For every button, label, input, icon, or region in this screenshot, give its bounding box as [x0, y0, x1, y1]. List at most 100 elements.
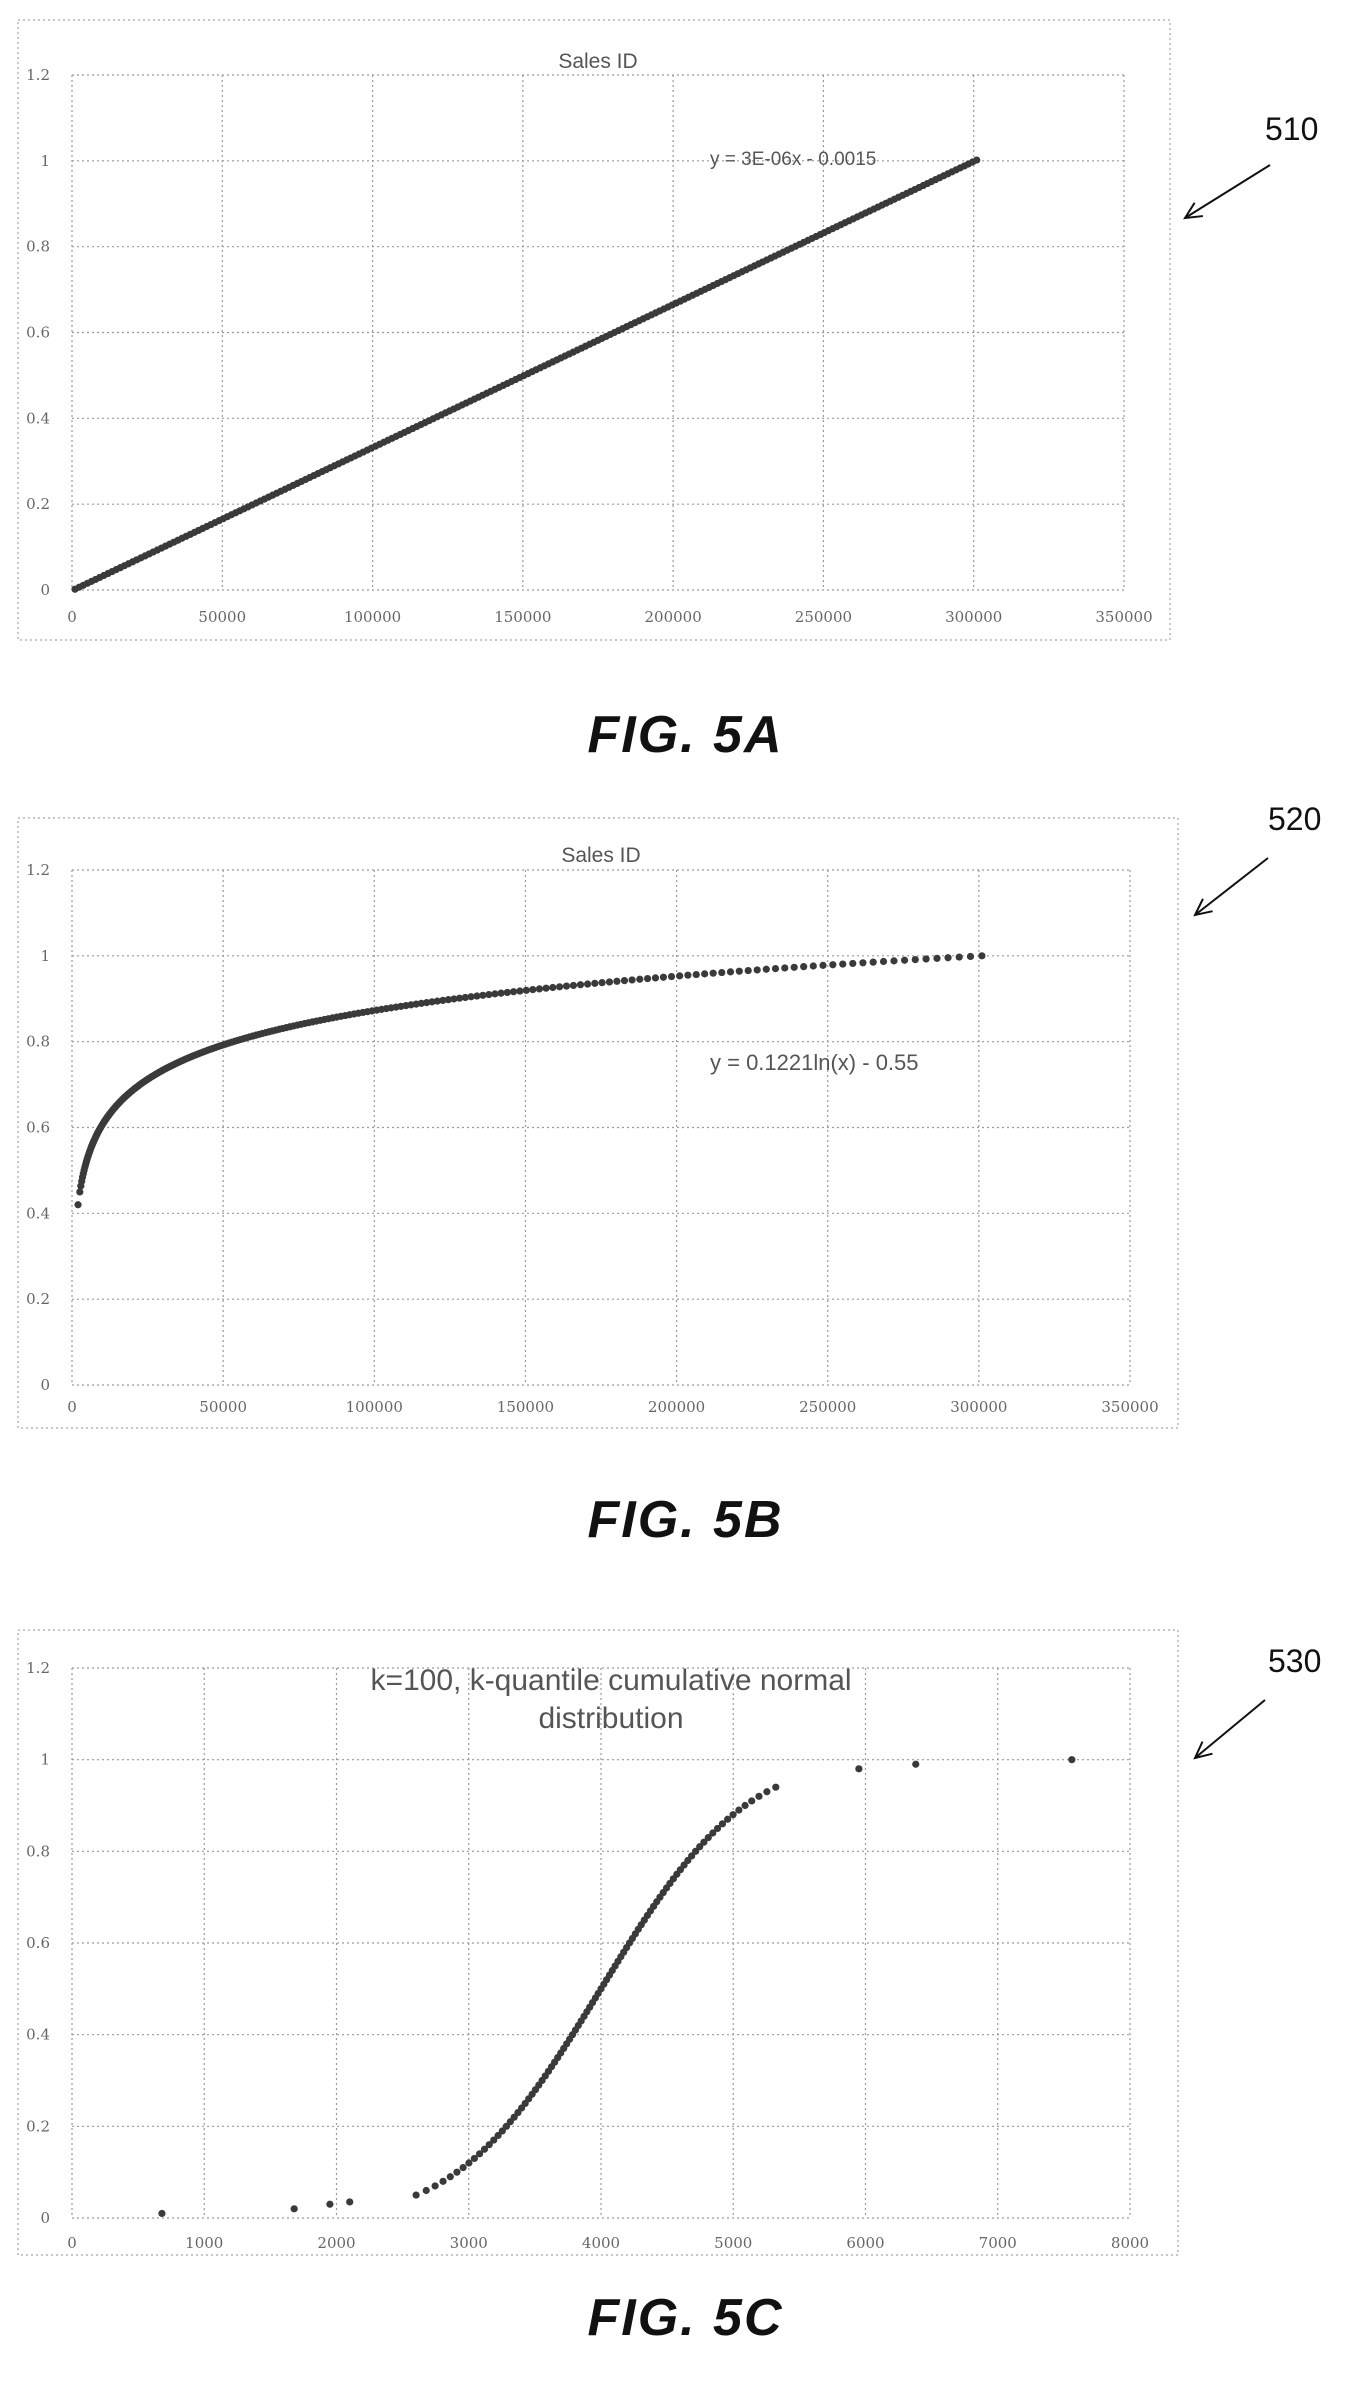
y-tick-label: 0.6: [26, 1934, 50, 1952]
data-point: [800, 963, 808, 971]
chart-frame: [17, 19, 1171, 641]
data-point: [479, 991, 487, 999]
data-point: [446, 2173, 454, 2181]
data-point: [74, 1201, 82, 1209]
data-point: [562, 982, 571, 990]
data-point: [651, 974, 660, 982]
y-tick-label: 0.2: [26, 495, 50, 513]
data-point: [326, 2200, 334, 2208]
reference-numeral: 530: [1268, 1643, 1321, 1679]
x-tick-label: 2000: [317, 2234, 355, 2252]
data-point: [490, 2136, 498, 2144]
data-point: [569, 981, 578, 990]
data-point: [922, 955, 930, 963]
chart-title: Sales ID: [558, 50, 637, 73]
data-point: [718, 1820, 727, 1828]
data-point: [741, 1801, 749, 1810]
y-tick-label: 1: [40, 152, 50, 170]
reference-numeral: 510: [1265, 111, 1318, 147]
data-point: [735, 1806, 743, 1814]
data-point: [412, 2191, 420, 2199]
data-point: [978, 952, 986, 960]
chart-frame: [17, 817, 1179, 1429]
x-tick-label: 300000: [945, 608, 1002, 626]
chart-520: 0 0.2 0.4 0.6 0.8 1 1.2 0 50000 100000 150000 20000…: [17, 801, 1321, 1429]
data-point: [76, 1188, 84, 1196]
y-tick-label: 0.4: [26, 409, 50, 427]
data-point: [700, 1838, 708, 1846]
data-point: [879, 957, 888, 966]
x-tick-label: 150000: [494, 608, 551, 626]
data-point: [771, 965, 780, 973]
data-point: [726, 968, 735, 976]
data-point: [890, 957, 898, 965]
data-point: [735, 967, 743, 975]
data-point: [790, 963, 798, 971]
data-point: [729, 1811, 737, 1819]
figure-label: FIG. 5C: [587, 2289, 784, 2347]
data-point: [480, 2145, 489, 2153]
y-tick-label: 0.4: [26, 2026, 50, 2044]
arrow-head: [1193, 1741, 1213, 1760]
x-tick-label: 50000: [199, 1398, 247, 1416]
y-tick-label: 0.6: [26, 324, 50, 342]
data-point: [819, 961, 827, 969]
x-tick-label: 250000: [799, 1398, 856, 1416]
data-point: [704, 1833, 712, 1842]
x-tick-label: 300000: [950, 1398, 1007, 1416]
data-point: [439, 996, 447, 1004]
x-tick-label: 350000: [1095, 608, 1152, 626]
x-tick-label: 5000: [714, 2234, 752, 2252]
chart-title-line: distribution: [538, 1702, 683, 1735]
x-tick-label: 3000: [450, 2234, 488, 2252]
x-tick-label: 0: [67, 1398, 77, 1416]
data-point: [667, 972, 676, 981]
data-point: [542, 984, 550, 992]
data-point: [912, 1760, 920, 1768]
trendline-equation: y = 0.1221ln(x) - 0.55: [710, 1050, 919, 1075]
data-point: [535, 985, 544, 993]
x-tick-label: 0: [67, 608, 77, 626]
x-tick-label: 200000: [645, 608, 702, 626]
data-point: [346, 2198, 354, 2206]
figure-5a-panel: 0 0.2 0.4 0.6 0.8 1 1.2 0 50000 100000 150000 20000…: [0, 0, 1371, 764]
data-point: [613, 977, 621, 985]
x-tick-label: 1000: [185, 2234, 223, 2252]
data-point: [781, 964, 789, 972]
data-point: [859, 959, 867, 967]
data-point: [433, 997, 441, 1005]
data-point: [470, 2154, 478, 2163]
data-point: [598, 979, 606, 987]
figure-label: FIG. 5A: [587, 706, 784, 764]
data-point: [522, 986, 530, 994]
data-point: [555, 983, 564, 991]
data-point: [676, 972, 684, 980]
data-point: [966, 952, 975, 961]
x-tick-label: 250000: [795, 608, 852, 626]
reference-numeral: 520: [1268, 801, 1321, 837]
data-point: [944, 954, 952, 962]
data-point: [591, 979, 599, 987]
x-tick-label: 4000: [582, 2234, 620, 2252]
data-point: [753, 966, 761, 974]
figure-label: FIG. 5B: [587, 1491, 784, 1549]
chart-frame: [17, 1629, 1179, 2256]
reference-arrow: [1184, 164, 1271, 219]
y-tick-label: 0: [40, 2209, 50, 2227]
x-tick-label: 8000: [1111, 2234, 1149, 2252]
data-point: [692, 970, 700, 979]
data-point: [713, 1824, 722, 1833]
data-point: [491, 990, 499, 998]
data-point: [516, 987, 524, 995]
y-tick-label: 0.2: [26, 2117, 50, 2135]
data-point: [748, 1797, 756, 1805]
data-point: [955, 953, 963, 961]
data-point: [1068, 1756, 1076, 1764]
data-point: [744, 966, 752, 975]
data-point: [158, 2209, 166, 2218]
data-point: [933, 954, 941, 962]
data-point: [684, 971, 692, 979]
data-point: [576, 981, 585, 989]
y-tick-label: 1: [40, 947, 50, 965]
x-tick-label: 100000: [346, 1398, 403, 1416]
